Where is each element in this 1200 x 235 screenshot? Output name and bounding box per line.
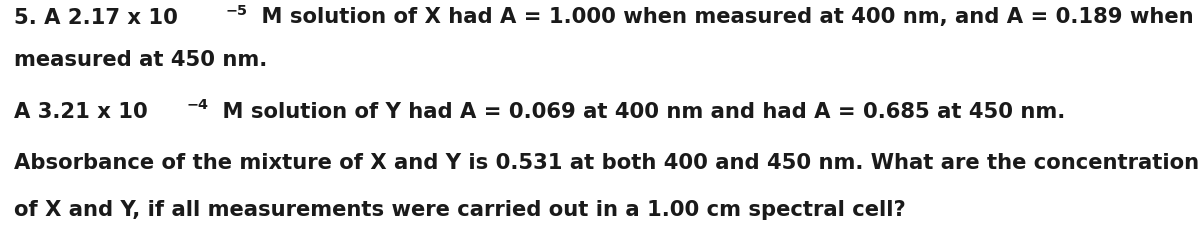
Text: Absorbance of the mixture of X and Y is 0.531 at both 400 and 450 nm. What are t: Absorbance of the mixture of X and Y is …: [14, 153, 1200, 173]
Text: measured at 450 nm.: measured at 450 nm.: [14, 50, 268, 70]
Text: A 3.21 x 10: A 3.21 x 10: [14, 102, 148, 121]
Text: M solution of Y had A = 0.069 at 400 nm and had A = 0.685 at 450 nm.: M solution of Y had A = 0.069 at 400 nm …: [215, 102, 1066, 121]
Text: −5: −5: [226, 4, 248, 18]
Text: −4: −4: [187, 98, 209, 112]
Text: 5. A 2.17 x 10: 5. A 2.17 x 10: [14, 8, 179, 27]
Text: M solution of X had A = 1.000 when measured at 400 nm, and A = 0.189 when: M solution of X had A = 1.000 when measu…: [254, 8, 1194, 27]
Text: of X and Y, if all measurements were carried out in a 1.00 cm spectral cell?: of X and Y, if all measurements were car…: [14, 200, 906, 220]
